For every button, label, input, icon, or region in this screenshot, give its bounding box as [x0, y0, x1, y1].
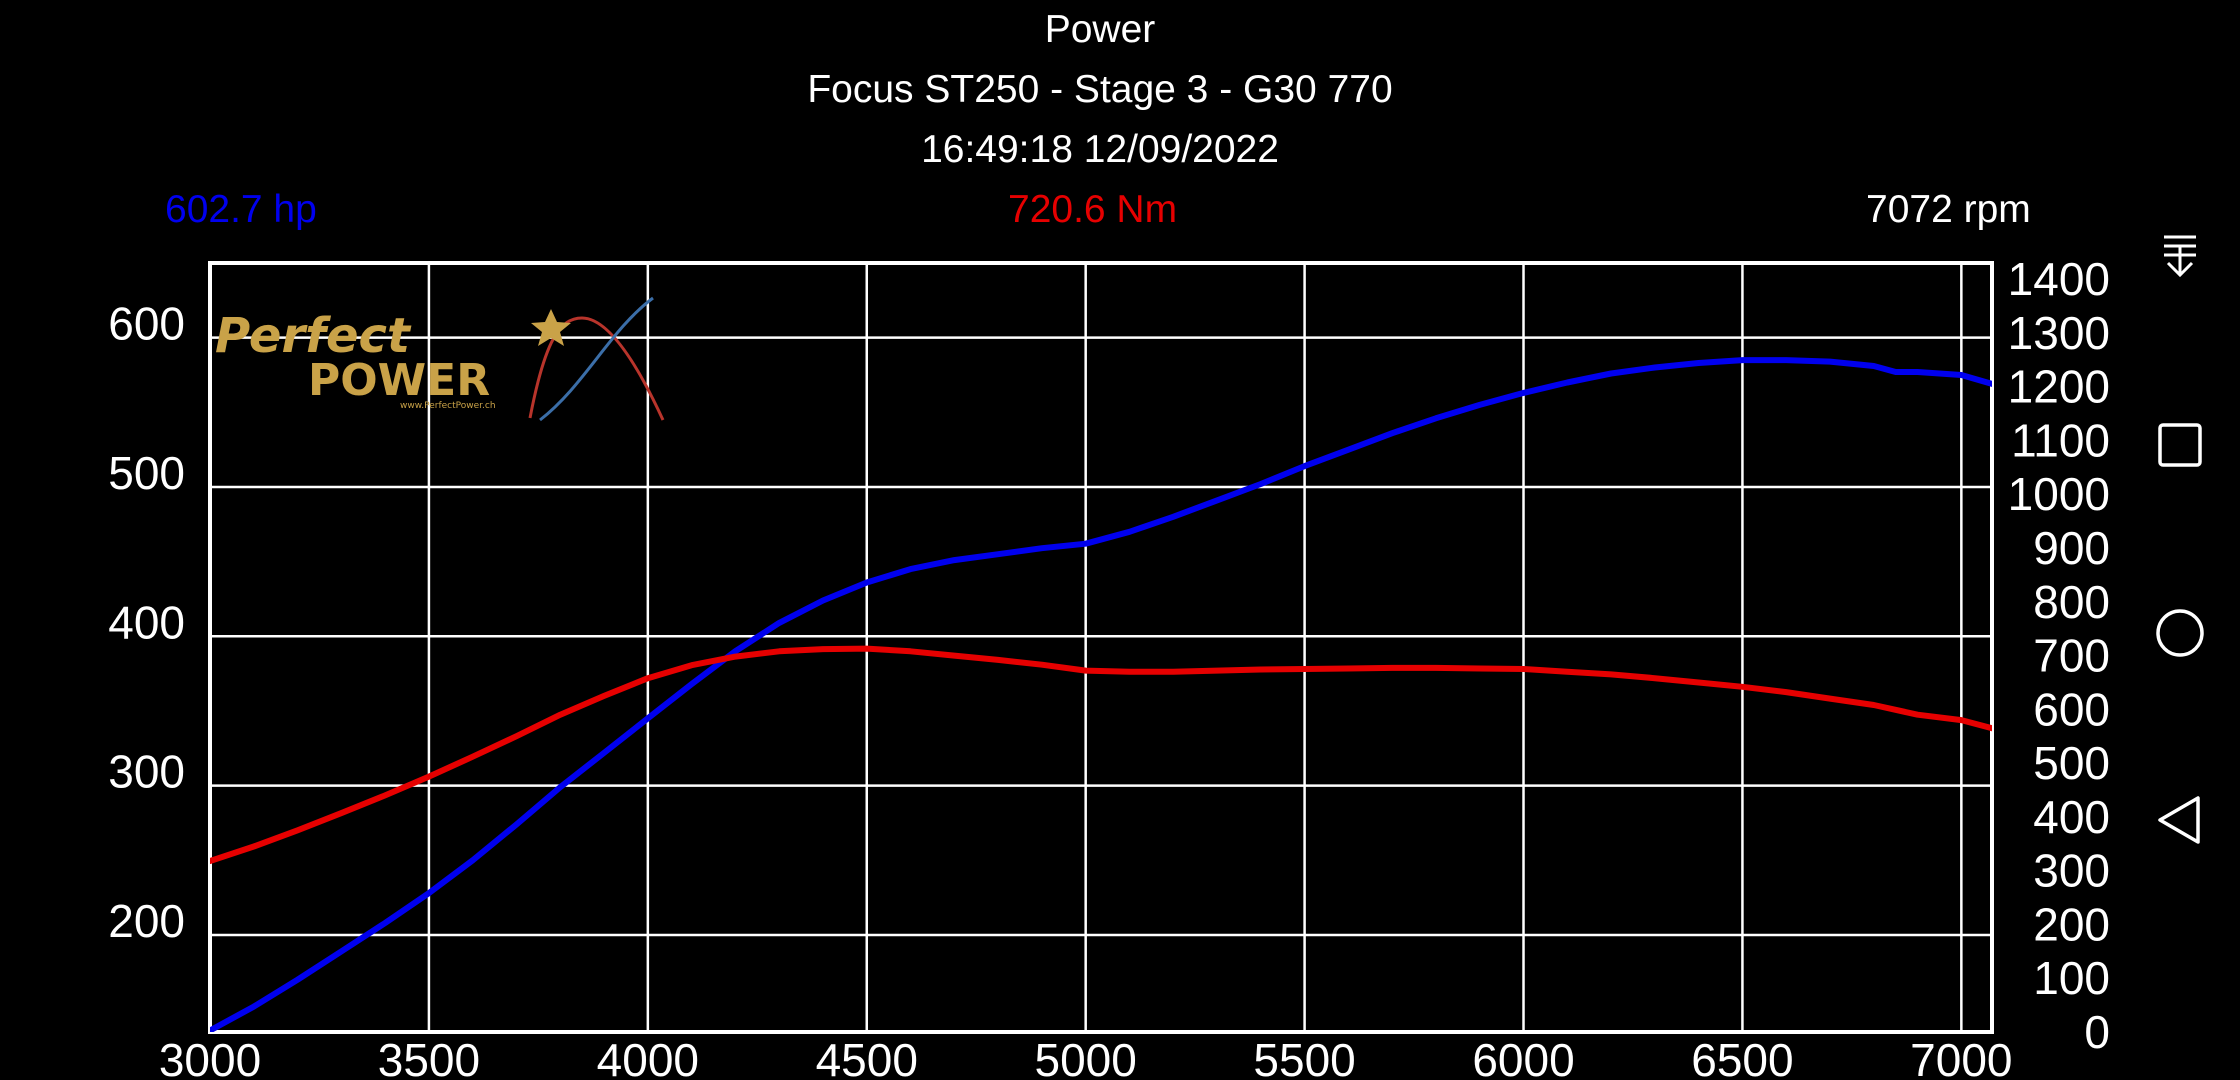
y-right-tick-label: 600 [2033, 683, 2110, 735]
back-button[interactable] [2130, 770, 2230, 870]
star-icon [531, 309, 571, 346]
y-right-tick-label: 800 [2033, 576, 2110, 628]
x-tick-label: 6500 [1691, 1034, 1793, 1080]
power-readout: 602.7 hp [165, 188, 317, 231]
system-nav-bar [2130, 0, 2230, 1080]
x-tick-label: 4500 [816, 1034, 918, 1080]
chart-tick-labels: 3000 3500 4000 4500 5000 5500 6000 6500 70002003… [108, 253, 2110, 1080]
x-tick-label: 3500 [378, 1034, 480, 1080]
home-icon [2156, 609, 2204, 657]
logo-torque-swoosh [528, 316, 665, 421]
y-right-tick-label: 1300 [2008, 307, 2110, 359]
rpm-readout: 7072 rpm [1866, 188, 2031, 231]
y-right-tick-label: 1200 [2008, 361, 2110, 413]
x-tick-label: 3000 [159, 1034, 261, 1080]
collapse-icon [2164, 235, 2196, 278]
torque-curve [210, 645, 1992, 864]
y-right-tick-label: 0 [2084, 1006, 2110, 1058]
vehicle-subtitle: Focus ST250 - Stage 3 - G30 770 [807, 68, 1393, 111]
dyno-chart: Perfect POWER www.PerfectPower.ch 3000 35… [108, 253, 2110, 1080]
logo-word-power: POWER [308, 355, 490, 406]
x-tick-label: 5500 [1253, 1034, 1355, 1080]
torque-readout: 720.6 Nm [1008, 188, 1178, 231]
recent-apps-button[interactable] [2130, 395, 2230, 495]
x-tick-label: 5000 [1035, 1034, 1137, 1080]
x-tick-label: 7000 [1910, 1034, 2012, 1080]
y-right-tick-label: 900 [2033, 522, 2110, 574]
x-tick-label: 4000 [597, 1034, 699, 1080]
y-right-tick-label: 400 [2033, 791, 2110, 843]
perfect-power-logo: Perfect POWER www.PerfectPower.ch [215, 296, 665, 422]
collapse-button[interactable] [2130, 205, 2230, 305]
power-curve [210, 357, 1992, 1032]
y-right-tick-label: 1000 [2008, 468, 2110, 520]
y-right-tick-label: 500 [2033, 737, 2110, 789]
y-left-tick-label: 400 [108, 596, 185, 648]
chart-series [210, 357, 1992, 1032]
x-tick-label: 6000 [1472, 1034, 1574, 1080]
y-right-tick-label: 1100 [2011, 414, 2110, 466]
back-icon [2158, 796, 2200, 844]
y-right-tick-label: 700 [2033, 630, 2110, 682]
y-left-tick-label: 200 [108, 895, 185, 947]
chart-title: Power [1044, 8, 1156, 51]
y-left-tick-label: 600 [108, 298, 185, 350]
y-right-tick-label: 300 [2033, 845, 2110, 897]
home-button[interactable] [2130, 583, 2230, 683]
run-timestamp: 16:49:18 12/09/2022 [921, 128, 1279, 171]
y-right-tick-label: 100 [2033, 952, 2110, 1004]
logo-url: www.PerfectPower.ch [400, 401, 496, 411]
y-right-tick-label: 1400 [2008, 253, 2110, 305]
logo-power-swoosh [539, 296, 654, 422]
y-left-tick-label: 300 [108, 746, 185, 798]
logo-word-perfect: Perfect [215, 308, 412, 364]
y-right-tick-label: 200 [2033, 898, 2110, 950]
y-left-tick-label: 500 [108, 447, 185, 499]
recent-apps-icon [2158, 423, 2202, 467]
